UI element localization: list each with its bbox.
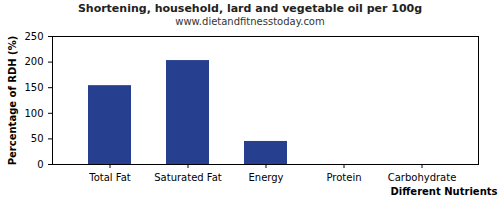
svg-text:Protein: Protein [326,172,361,183]
svg-text:250: 250 [24,31,43,42]
svg-text:50: 50 [31,133,44,144]
svg-text:Percentage of RDH (%): Percentage of RDH (%) [7,36,18,166]
svg-text:200: 200 [24,56,43,67]
svg-text:Saturated Fat: Saturated Fat [154,172,222,183]
svg-text:Different Nutrients: Different Nutrients [391,186,498,197]
svg-text:Carbohydrate: Carbohydrate [388,172,457,183]
svg-text:0: 0 [37,159,43,170]
html-text:Shortening, household, lard an: Shortening, household, lard and vegetabl… [77,2,423,15]
svg-text:Energy: Energy [248,172,283,183]
svg-text:100: 100 [24,108,43,119]
svg-text:150: 150 [24,82,43,93]
html-text:www.dietandfitnesstoday.com: www.dietandfitnesstoday.com [175,16,325,27]
svg-text:Total Fat: Total Fat [88,172,130,183]
